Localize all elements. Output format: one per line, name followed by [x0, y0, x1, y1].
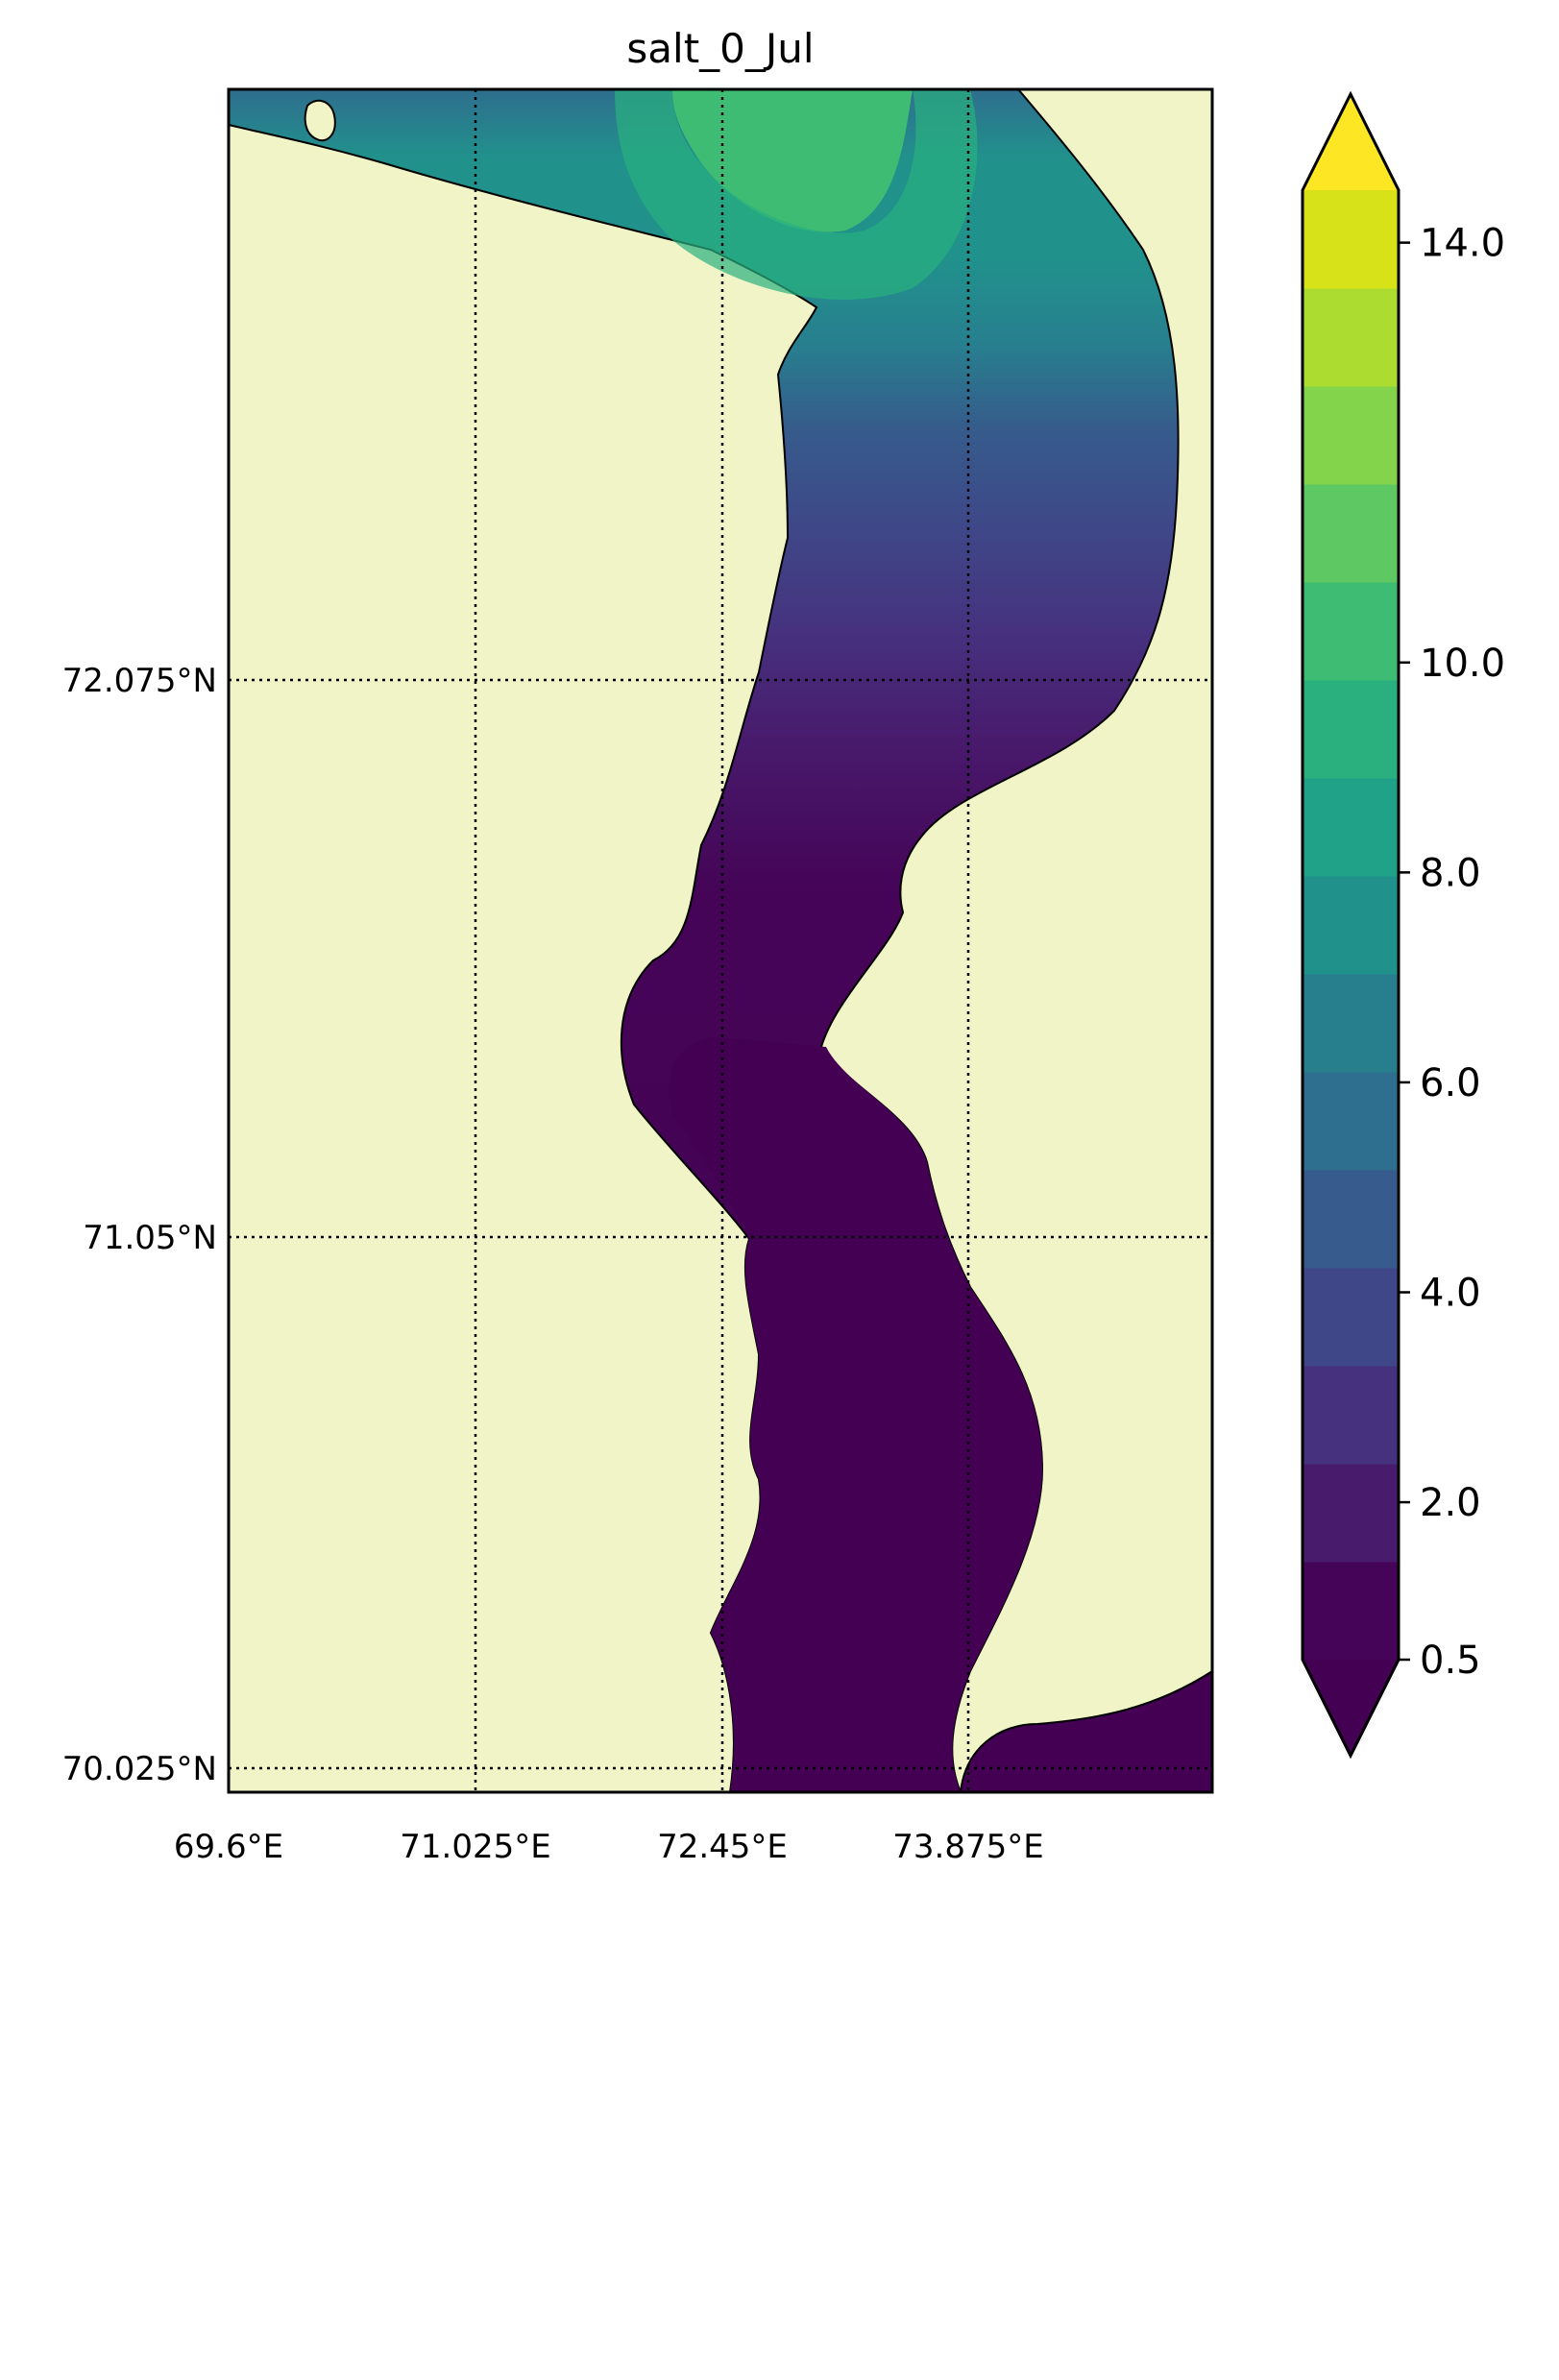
lat-tick-label: 70.025°N: [62, 1750, 217, 1788]
colorbar-tick-label: 8.0: [1420, 851, 1481, 895]
map-panel: [229, 89, 1212, 1792]
colorbar-tick-label: 6.0: [1420, 1061, 1481, 1105]
map-title: salt_0_Jul: [626, 25, 814, 72]
lat-tick-label: 71.05°N: [83, 1219, 217, 1257]
colorbar-segment: [1303, 1072, 1399, 1171]
colorbar-segment: [1303, 680, 1399, 779]
colorbar-segment: [1303, 974, 1399, 1073]
colorbar-segment: [1303, 1268, 1399, 1367]
colorbar-segment: [1303, 1170, 1399, 1269]
colorbar-tick-label: 0.5: [1420, 1639, 1481, 1683]
colorbar-segment: [1303, 1464, 1399, 1563]
colorbar-segment: [1303, 484, 1399, 583]
lon-tick-label: 71.025°E: [400, 1828, 550, 1866]
colorbar-segment: [1303, 582, 1399, 681]
colorbar-tick-label: 10.0: [1420, 642, 1505, 686]
lon-tick-labels: 69.6°E 71.025°E 72.45°E 73.875°E: [174, 1828, 1044, 1866]
colorbar-extend-under: [1303, 1660, 1399, 1756]
sea-bottom-right: [959, 1669, 1212, 1792]
gridlines: [229, 89, 1212, 1792]
colorbar-segment: [1303, 1562, 1399, 1661]
colorbar-segment: [1303, 1366, 1399, 1465]
colorbar-segment: [1303, 386, 1399, 485]
colorbar-extend-over: [1303, 94, 1399, 190]
lon-tick-label: 69.6°E: [174, 1828, 283, 1866]
colorbar-segment: [1303, 876, 1399, 975]
lon-tick-label: 73.875°E: [892, 1828, 1043, 1866]
colorbar: 0.5 2.0 4.0 6.0 8.0 10.0 14.0: [1301, 90, 1505, 1760]
colorbar-tick-label: 4.0: [1420, 1272, 1481, 1316]
lon-tick-label: 72.45°E: [657, 1828, 788, 1866]
bay-mid-salinity: [615, 89, 978, 300]
map-frame: [227, 87, 1214, 1794]
lat-tick-labels: 72.075°N 71.05°N 70.025°N: [62, 662, 217, 1788]
colorbar-segment: [1303, 190, 1399, 289]
river-channel: [669, 1037, 1042, 1792]
colorbar-segment: [1303, 778, 1399, 877]
colorbar-tick-label: 14.0: [1420, 222, 1505, 266]
colorbar-segment: [1303, 288, 1399, 387]
lat-tick-label: 72.075°N: [62, 662, 217, 700]
bay-high-salinity: [672, 89, 913, 232]
island: [304, 99, 336, 142]
colorbar-tick-label: 2.0: [1420, 1481, 1481, 1525]
